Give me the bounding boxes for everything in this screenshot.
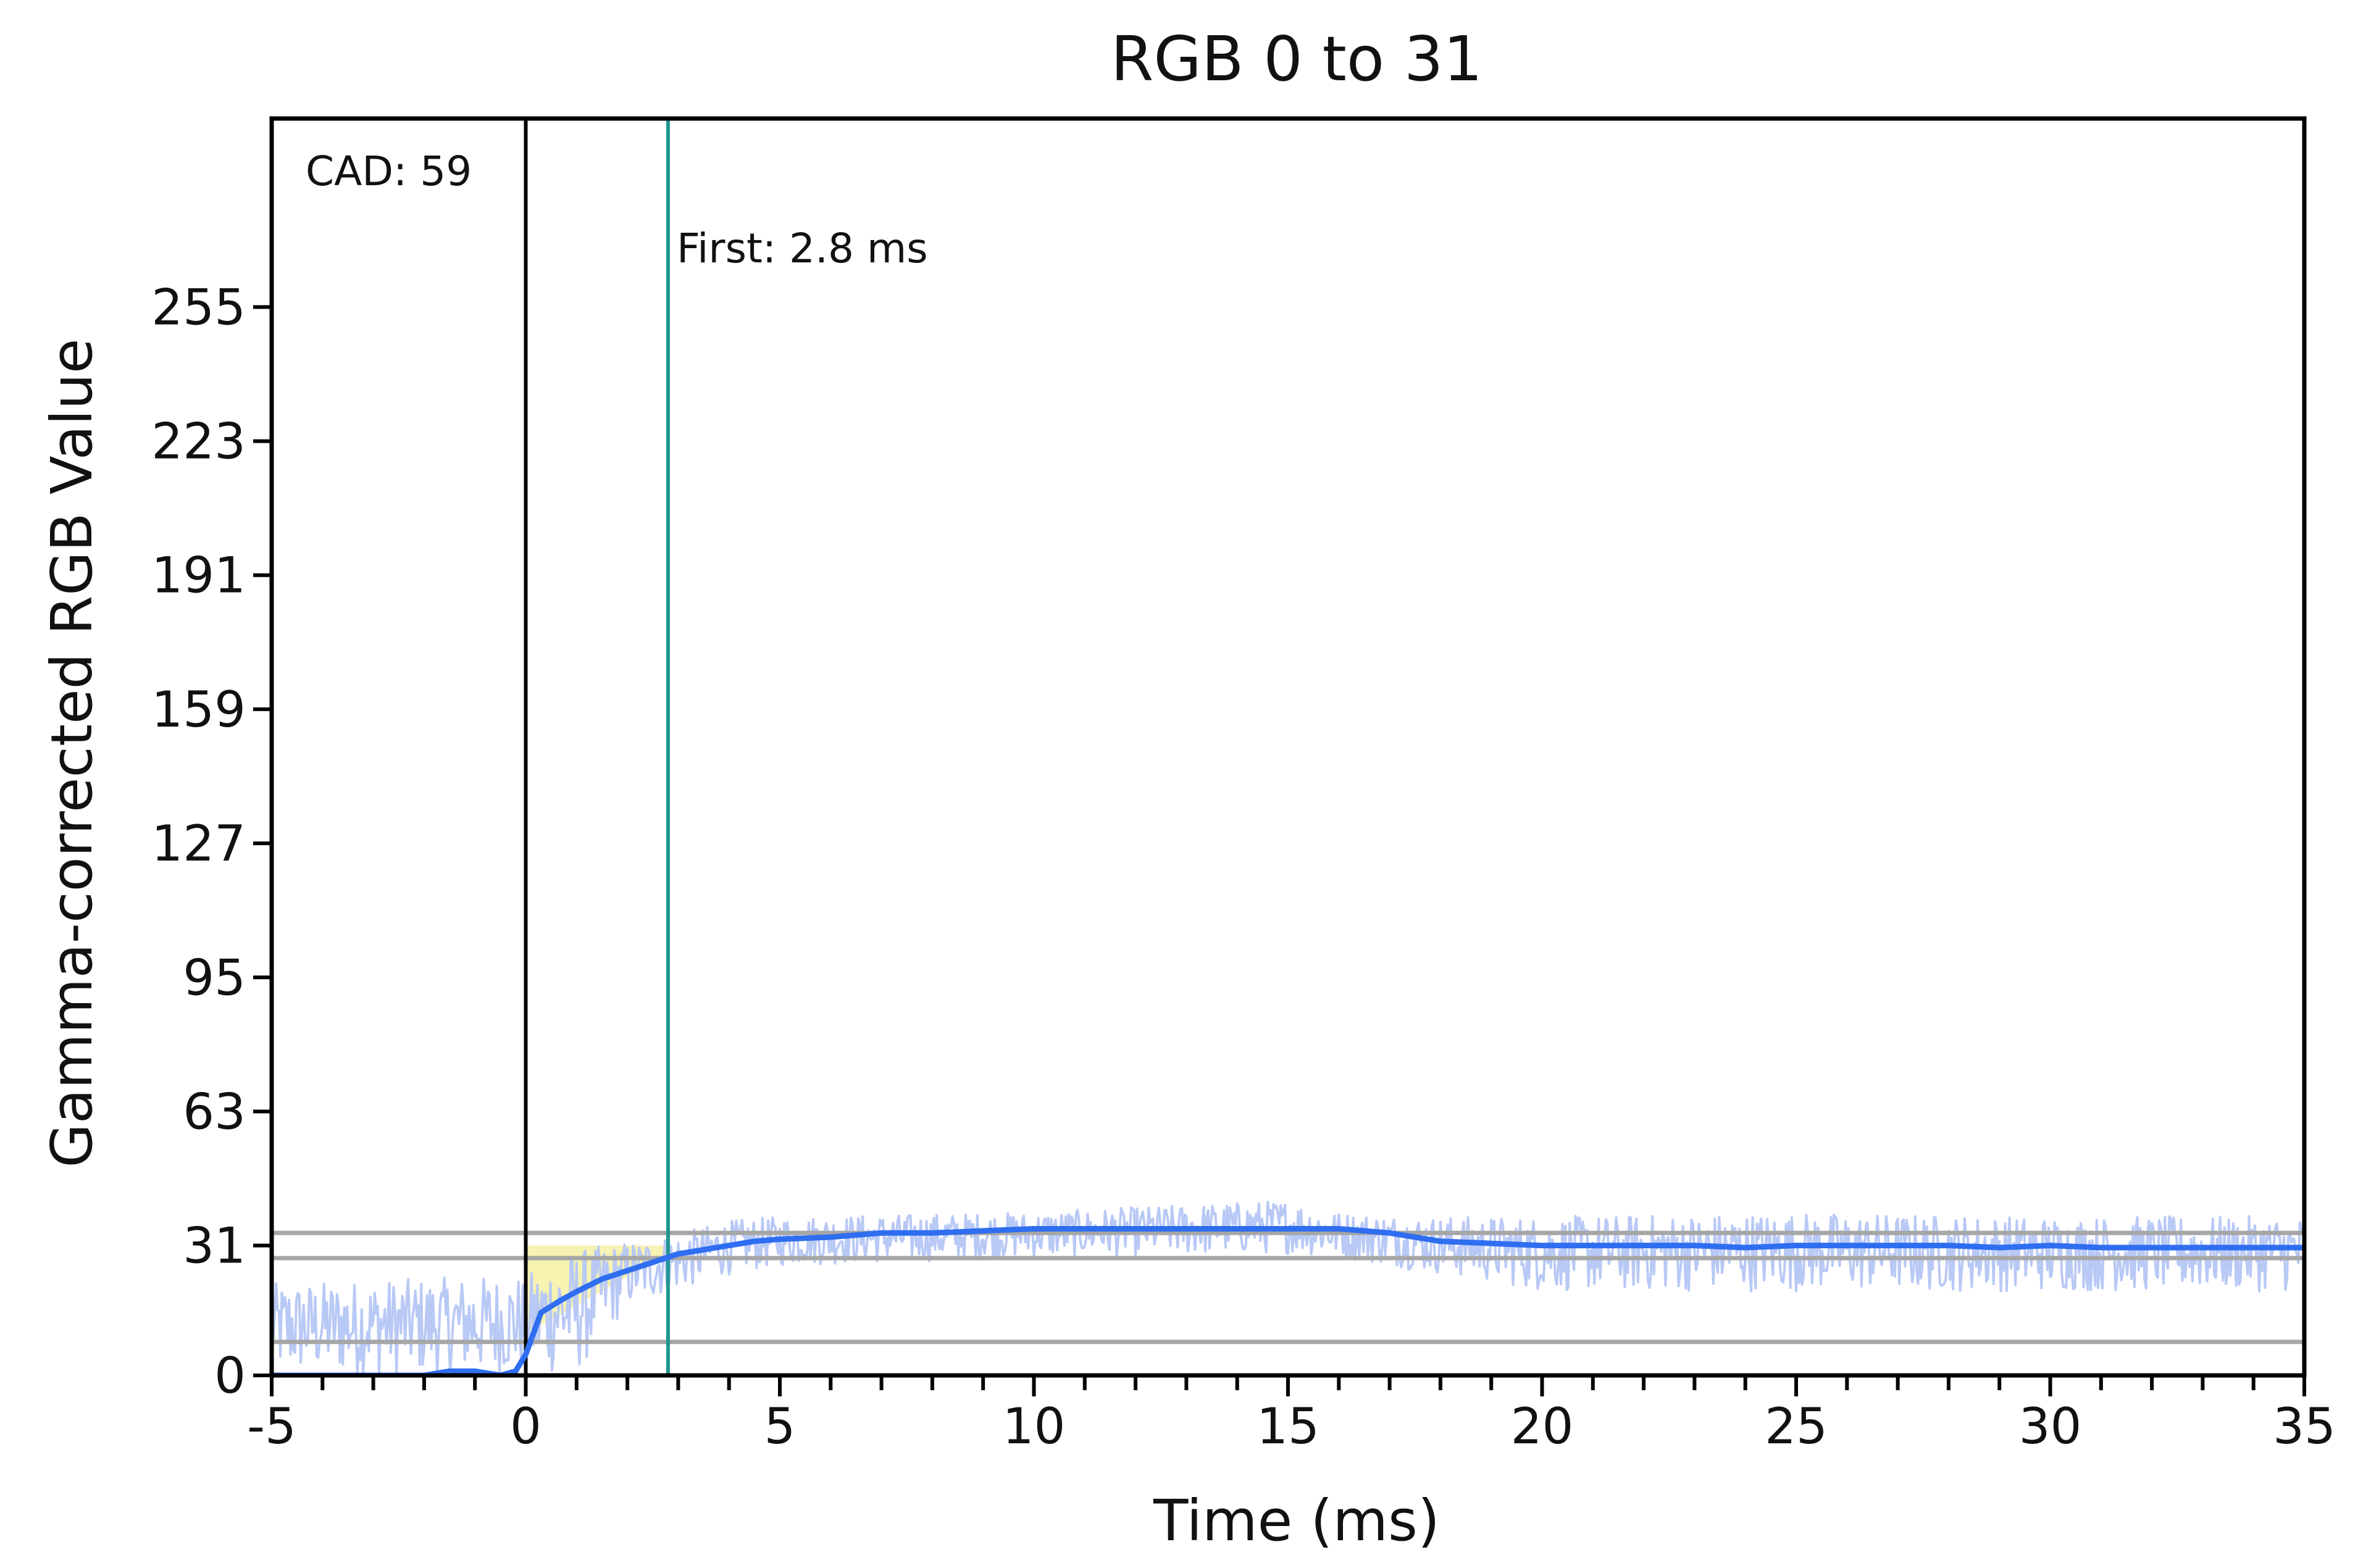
y-tick-label-7: 223 (151, 413, 246, 470)
y-tick-label-4: 127 (151, 815, 246, 872)
y-tick-label-5: 159 (151, 681, 246, 738)
x-axis-label: Time (ms) (1153, 1488, 1440, 1554)
x-tick-label-2: 5 (764, 1398, 796, 1455)
smoothed-series-line (272, 1226, 2304, 1375)
plot-frame (269, 116, 2307, 1378)
x-tick-label-1: 0 (510, 1398, 542, 1455)
x-tick-label-0: -5 (247, 1398, 296, 1455)
cad-annotation: CAD: 59 (306, 148, 472, 195)
x-tick-label-8: 35 (2273, 1398, 2336, 1455)
x-tick-label-5: 20 (1511, 1398, 1574, 1455)
x-axis: -5 0 5 10 15 20 25 30 35 (247, 1375, 2336, 1455)
y-tick-label-0: 0 (214, 1347, 246, 1404)
y-tick-label-8: 255 (151, 278, 246, 336)
y-tick-label-3: 95 (183, 949, 246, 1006)
chart-title: RGB 0 to 31 (1111, 23, 1482, 95)
y-axis-label: Gamma-corrected RGB Value (39, 338, 105, 1167)
plot-inner (272, 119, 2304, 1375)
x-tick-label-7: 30 (2019, 1398, 2082, 1455)
y-tick-label-2: 63 (183, 1083, 246, 1140)
y-tick-label-6: 191 (151, 547, 246, 604)
x-tick-label-3: 10 (1003, 1398, 1066, 1455)
x-tick-label-6: 25 (1765, 1398, 1828, 1455)
first-annotation: First: 2.8 ms (677, 225, 928, 272)
y-axis: 0 31 63 95 127 159 191 223 255 (151, 278, 272, 1404)
y-tick-label-1: 31 (183, 1217, 246, 1275)
x-tick-label-4: 15 (1257, 1398, 1319, 1455)
